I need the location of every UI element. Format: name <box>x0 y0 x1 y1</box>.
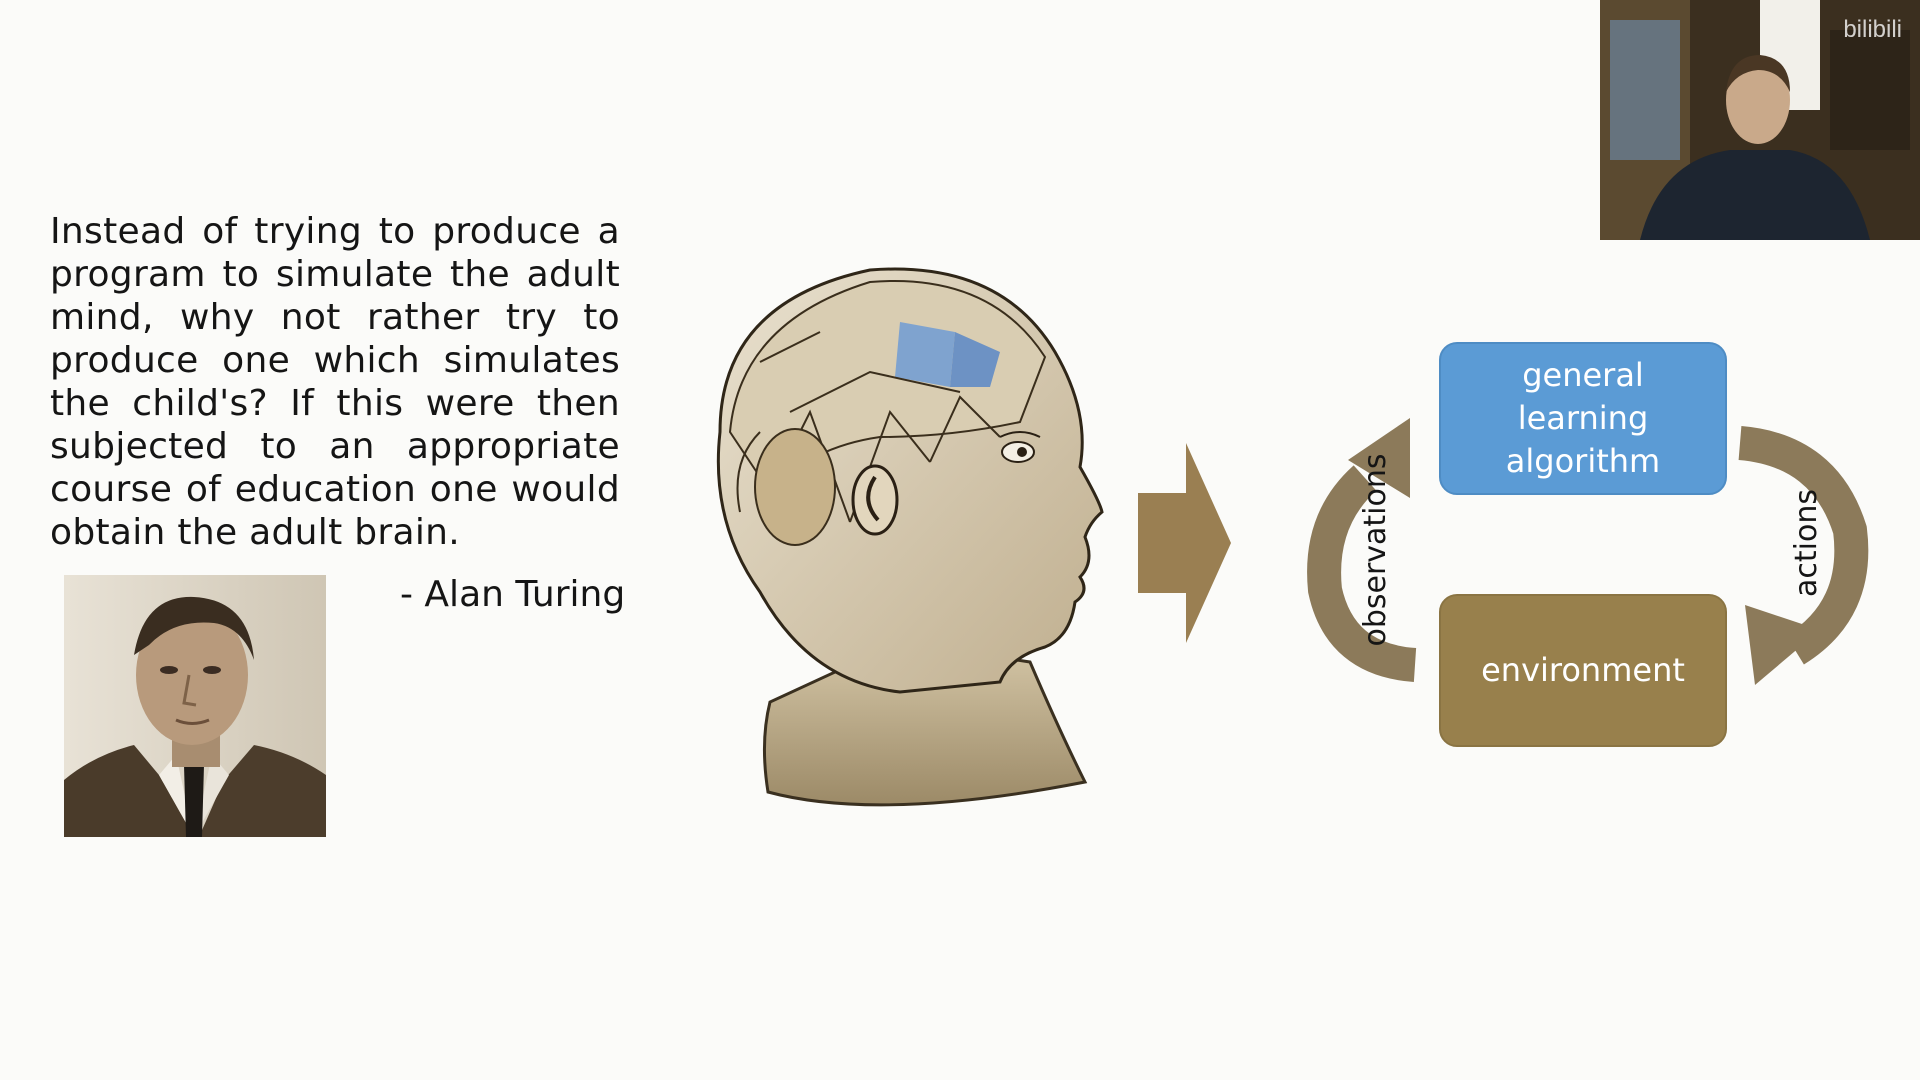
observations-label: observations <box>1358 453 1393 647</box>
webcam-feed: bilibili <box>1600 0 1920 240</box>
attribution: - Alan Turing <box>400 574 626 615</box>
actions-label: actions <box>1789 489 1824 597</box>
environment-label: environment <box>1481 651 1685 689</box>
alan-turing-portrait <box>64 575 326 837</box>
big-right-arrow <box>1138 443 1231 643</box>
webcam-image <box>1600 0 1920 240</box>
quote-text: Instead of trying to produce a program t… <box>50 211 620 553</box>
general-learning-algorithm-box: general learning algorithm <box>1439 342 1727 495</box>
phrenology-head-illustration <box>716 267 1104 807</box>
feedback-loop-arrows <box>1307 418 1869 685</box>
watermark-text: bilibili <box>1843 16 1902 43</box>
environment-box: environment <box>1439 594 1727 747</box>
algorithm-label: general learning algorithm <box>1505 356 1661 480</box>
